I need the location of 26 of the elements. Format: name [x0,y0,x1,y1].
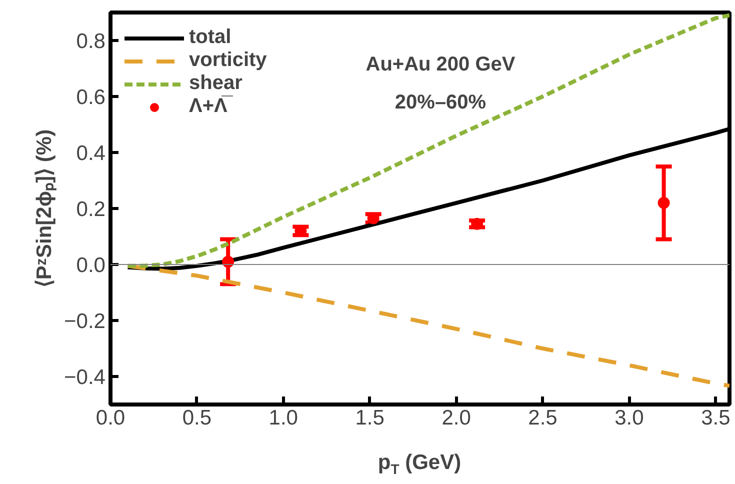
annotation: Au+Au 200 GeV [366,54,516,76]
line-series [126,264,730,388]
x-tick-label: 2.5 [528,406,558,430]
annotation: 20%–60% [394,92,486,114]
y-tick-label: 0.6 [76,86,106,109]
y-tick-label: 0.2 [76,198,106,221]
x-tick-label: 3.0 [614,406,644,430]
point [222,256,234,268]
legend-label: vorticity [189,49,267,72]
x-axis-title: p$_{T}$ (GeV) [376,450,462,480]
y-tick-label: 0.4 [76,142,106,165]
line-series [126,13,730,268]
x-tick-label: 1.5 [355,406,384,430]
legend-label: total [189,26,232,49]
y-tick-label: 0.0 [76,254,106,277]
x-tick-label: 2.0 [442,406,471,430]
legend-label: shear [189,72,242,95]
x-tick-label: 3.5 [701,406,730,430]
y-tick-label: 0.8 [76,30,106,53]
x-tick-label: 0.5 [182,406,212,430]
x-tick-label: 0.0 [96,406,126,430]
y-tick-label: −0.2 [64,310,106,333]
x-tick-label: 1.0 [268,406,298,430]
y-axis-title: ⟨PᶻSin[2ϕₚ]⟩ (%) [33,129,58,288]
point [658,196,670,209]
y-tick-label: −0.4 [64,366,106,389]
